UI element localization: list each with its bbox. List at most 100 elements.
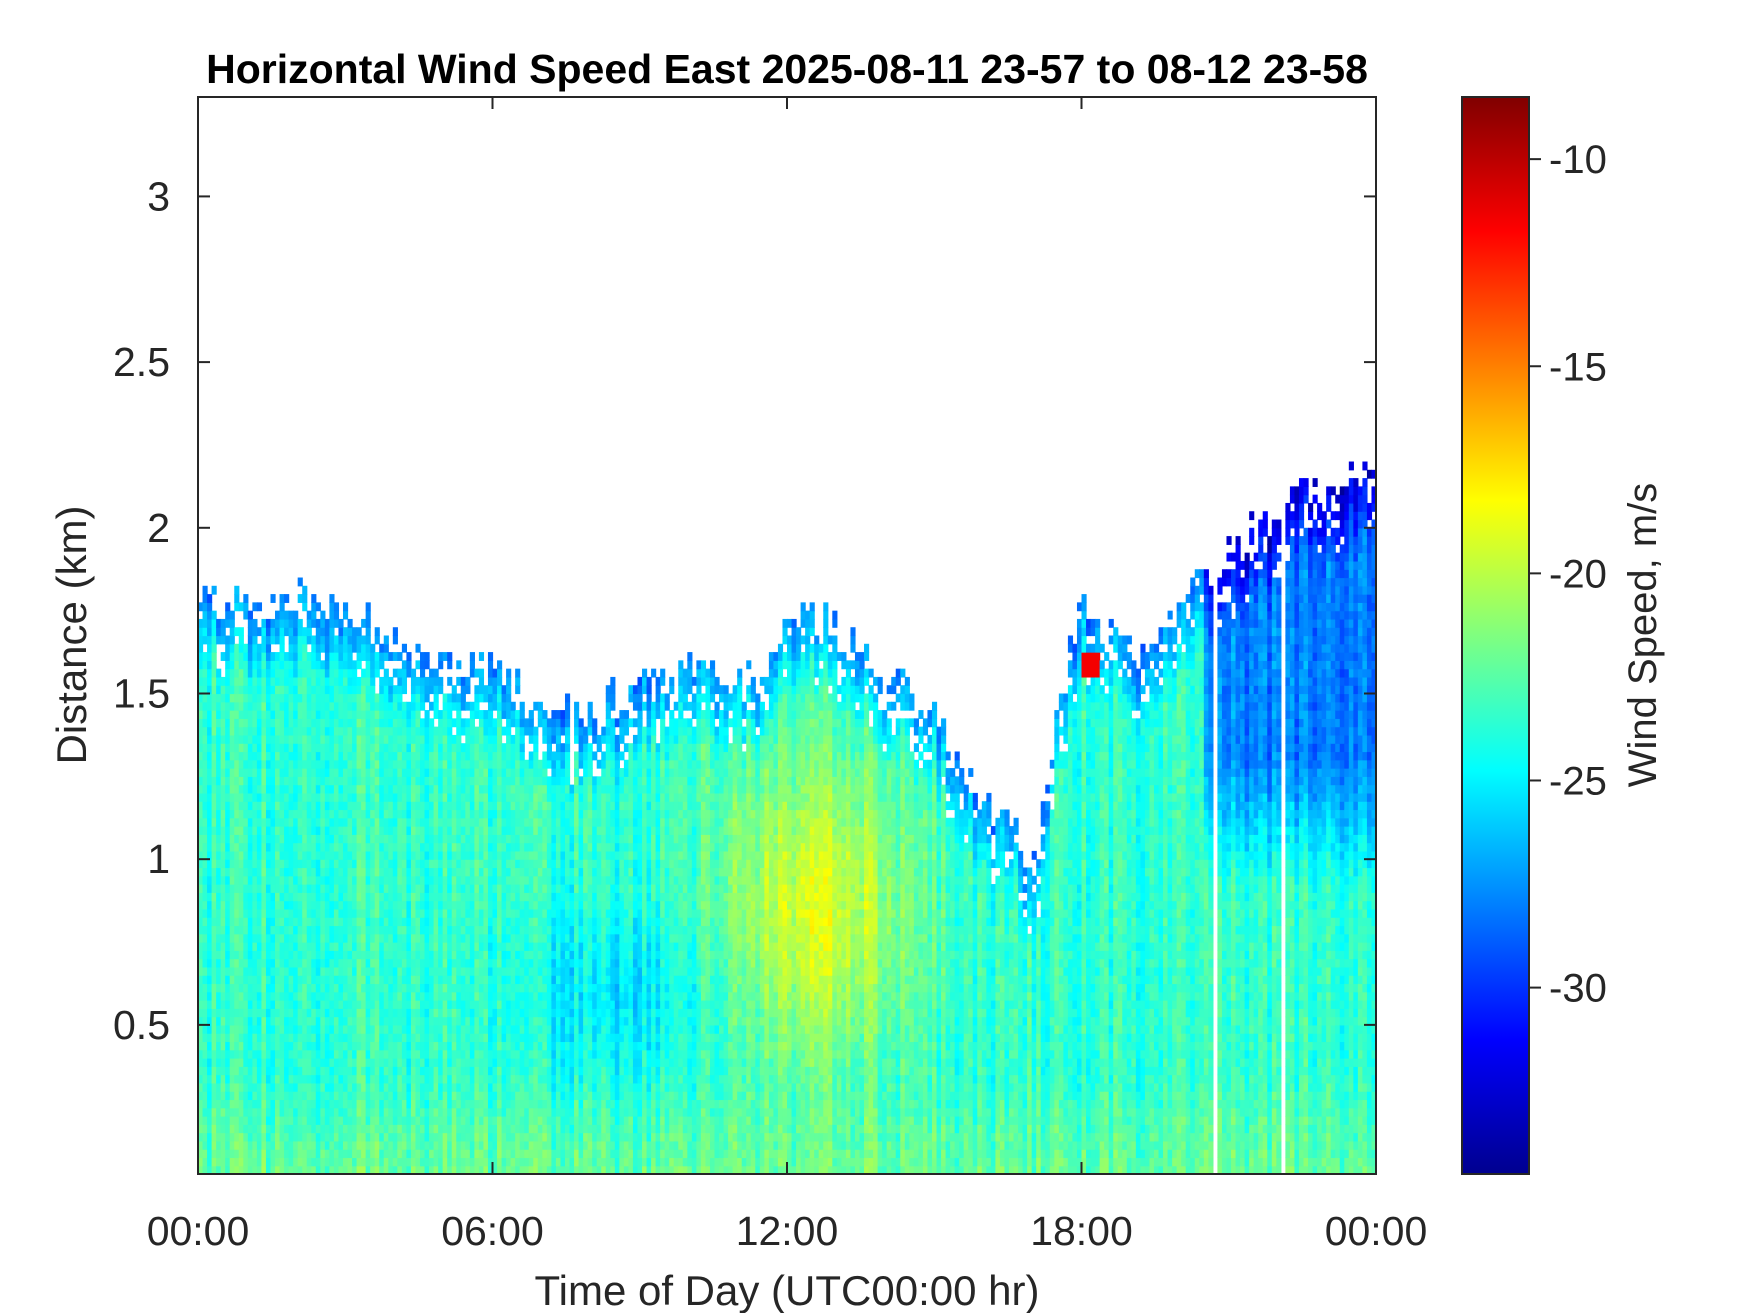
heatmap-cell [225, 1107, 231, 1117]
heatmap-cell [311, 1116, 317, 1125]
heatmap-cell [361, 983, 367, 993]
heatmap-cell [537, 826, 543, 835]
heatmap-cell [297, 925, 303, 935]
heatmap-cell [315, 850, 321, 860]
heatmap-cell [424, 784, 430, 794]
heatmap-cell [306, 958, 312, 968]
heatmap-cell [302, 701, 308, 711]
heatmap-cell [311, 676, 317, 686]
heatmap-cell [456, 743, 462, 753]
heatmap-cell [352, 884, 358, 893]
heatmap-cell [533, 743, 539, 753]
heatmap-cell [216, 1124, 222, 1134]
heatmap-cell [469, 834, 475, 844]
heatmap-cell [234, 900, 240, 910]
heatmap-cell [465, 1149, 471, 1159]
heatmap-cell [265, 1157, 272, 1167]
heatmap-cell [338, 635, 344, 645]
heatmap-cell [324, 908, 330, 918]
heatmap-cell [320, 884, 326, 893]
heatmap-cell [275, 734, 281, 744]
heatmap-cell [487, 685, 494, 695]
heatmap-cell [492, 859, 498, 869]
heatmap-cell [342, 792, 349, 802]
heatmap-cell [487, 743, 494, 753]
heatmap-cell [542, 1033, 548, 1043]
heatmap-cell [279, 1157, 285, 1167]
heatmap-cell [270, 826, 276, 835]
heatmap-cell [447, 842, 453, 852]
heatmap-cell [492, 850, 498, 860]
heatmap-cell [338, 1058, 344, 1067]
heatmap-cell [284, 726, 290, 736]
heatmap-cell [338, 859, 344, 869]
heatmap-cell [410, 859, 417, 869]
heatmap-cell [311, 1157, 317, 1167]
heatmap-cell [406, 1008, 412, 1018]
heatmap-cell [469, 809, 475, 819]
heatmap-cell [429, 701, 435, 711]
heatmap-cell [447, 1008, 453, 1018]
heatmap-cell [365, 850, 371, 860]
heatmap-cell [247, 1099, 253, 1109]
heatmap-cell [420, 751, 426, 761]
heatmap-cell [447, 792, 453, 802]
heatmap-cell [474, 801, 480, 811]
heatmap-cell [342, 1024, 349, 1034]
heatmap-cell [275, 1033, 281, 1043]
heatmap-cell [270, 627, 276, 637]
heatmap-cell [447, 1116, 453, 1125]
heatmap-cell [392, 1091, 398, 1101]
heatmap-cell [356, 884, 362, 893]
heatmap-cell [211, 1016, 217, 1026]
heatmap-cell [361, 1124, 367, 1134]
heatmap-cell [383, 801, 389, 811]
heatmap-cell [329, 867, 335, 877]
heatmap-cell [465, 942, 471, 951]
heatmap-cell [542, 966, 548, 976]
heatmap-cell [207, 610, 213, 620]
heatmap-cell [324, 1008, 330, 1018]
heatmap-cell [515, 942, 521, 951]
heatmap-cell [220, 801, 226, 811]
heatmap-cell [265, 726, 272, 736]
heatmap-cell [297, 1058, 303, 1067]
heatmap-cell [383, 933, 389, 943]
heatmap-cell [415, 950, 421, 960]
heatmap-cell [288, 743, 294, 753]
heatmap-cell [293, 1058, 299, 1067]
heatmap-cell [261, 875, 267, 885]
heatmap-cell [392, 809, 398, 819]
heatmap-cell [410, 676, 417, 686]
heatmap-cell [347, 643, 353, 653]
heatmap-cell [433, 1008, 439, 1018]
heatmap-cell [202, 817, 208, 827]
heatmap-cell [347, 710, 353, 719]
heatmap-cell [252, 859, 258, 869]
heatmap-cell [311, 975, 317, 985]
heatmap-cell [401, 1024, 408, 1034]
heatmap-cell [356, 1091, 362, 1101]
heatmap-cell [216, 1165, 222, 1175]
heatmap-cell [415, 1165, 421, 1175]
heatmap-cell [342, 635, 349, 645]
heatmap-cell [302, 594, 308, 603]
heatmap-cell [397, 792, 403, 802]
heatmap-cell [533, 1024, 539, 1034]
heatmap-cell [365, 900, 371, 910]
heatmap-cell [261, 975, 267, 985]
heatmap-cell [198, 1107, 204, 1117]
heatmap-cell [478, 776, 485, 786]
heatmap-cell [243, 1033, 249, 1043]
heatmap-cell [352, 859, 358, 869]
heatmap-cell [211, 610, 217, 620]
heatmap-cell [410, 850, 417, 860]
heatmap-cell [198, 1132, 204, 1142]
heatmap-cell [433, 983, 439, 993]
heatmap-cell [497, 685, 503, 695]
heatmap-cell [347, 859, 353, 869]
heatmap-cell [515, 950, 521, 960]
heatmap-cell [492, 925, 498, 935]
heatmap-cell [306, 685, 312, 695]
heatmap-cell [275, 966, 281, 976]
